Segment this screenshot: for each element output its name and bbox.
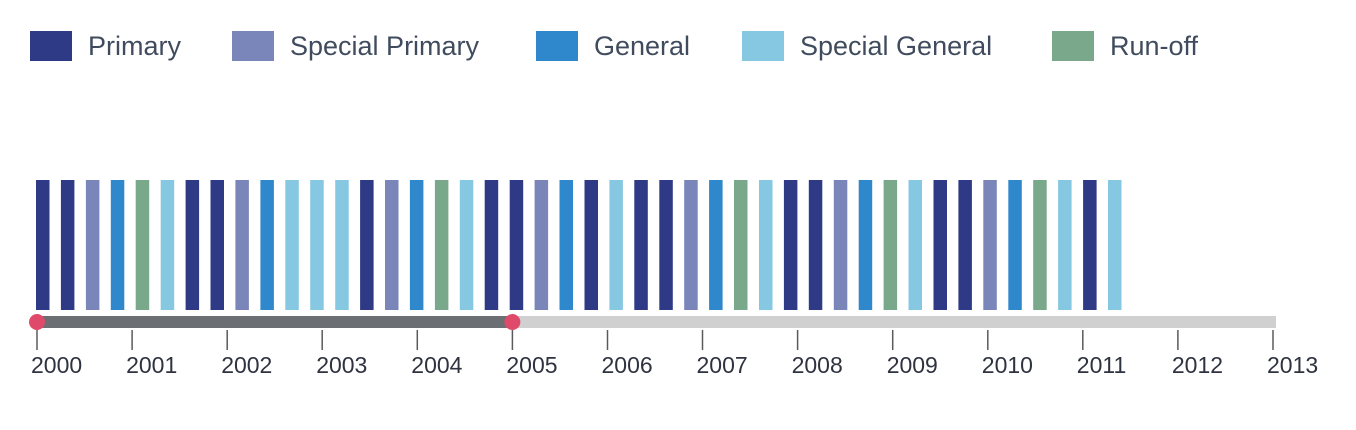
election-bar-special-primary[interactable] [534,180,549,310]
election-bar-primary[interactable] [36,180,50,310]
election-bar-special-primary[interactable] [684,180,698,310]
election-bar-general[interactable] [110,180,125,310]
year-label[interactable]: 2010 [982,352,1033,378]
range-start-handle[interactable] [29,314,45,330]
election-bar-special-general[interactable] [310,180,324,310]
year-label[interactable]: 2009 [887,352,938,378]
legend-item-special-general[interactable]: Special General [742,30,992,62]
election-bar-special-general[interactable] [609,180,623,310]
election-bar-primary[interactable] [185,180,200,310]
legend-swatch-special-primary [232,31,274,61]
election-bar-special-primary[interactable] [385,180,399,310]
election-bar-primary[interactable] [509,180,524,310]
election-bar-runoff[interactable] [1033,180,1047,310]
legend-label-special-general: Special General [800,30,993,61]
election-bar-general[interactable] [858,180,873,310]
election-bar-runoff[interactable] [883,180,898,310]
election-bar-primary[interactable] [634,180,648,310]
legend-item-primary[interactable]: Primary [30,30,181,62]
election-bar-primary[interactable] [360,180,374,310]
election-bar-primary[interactable] [584,180,599,310]
election-bar-special-general[interactable] [908,180,923,310]
election-bar-special-general[interactable] [1108,180,1122,310]
year-label[interactable]: 2013 [1267,352,1318,378]
range-end-handle[interactable] [504,314,521,330]
year-ticks [36,330,1274,350]
election-bar-primary[interactable] [933,180,948,310]
election-bar-special-primary[interactable] [235,180,249,310]
legend-item-special-primary[interactable]: Special Primary [232,30,479,62]
election-bar-special-general[interactable] [459,180,474,310]
election-bar-primary[interactable] [1083,180,1097,310]
year-label[interactable]: 2011 [1077,352,1126,378]
election-bar-special-general[interactable] [1058,180,1072,310]
year-label[interactable]: 2012 [1172,352,1223,378]
year-label[interactable]: 2005 [506,352,557,378]
legend-swatch-general [536,31,578,61]
election-bar-special-primary[interactable] [833,180,848,310]
election-bar-primary[interactable] [210,180,225,310]
year-label[interactable]: 2002 [221,352,272,378]
legend-label-special-primary: Special Primary [290,30,480,61]
election-bar-runoff[interactable] [734,180,748,310]
election-bar-general[interactable] [1008,180,1022,310]
election-bar-special-general[interactable] [285,180,299,310]
legend-swatch-runoff [1052,31,1094,61]
year-label[interactable]: 2006 [602,352,653,378]
year-label[interactable]: 2007 [697,352,748,378]
election-bar-special-primary[interactable] [85,180,100,310]
election-bar-special-general[interactable] [335,180,349,310]
timeline-track[interactable] [36,316,1276,328]
legend-swatch-primary [30,31,72,61]
year-label[interactable]: 2003 [316,352,367,378]
election-bar-general[interactable] [559,180,574,310]
election-bars [36,180,1122,310]
legend-item-general[interactable]: General [536,30,690,62]
year-labels: 2000 2001 2002 2003 2004 2005 2006 2007 2008 2009… [31,352,1318,378]
legend-label-general: General [594,30,691,61]
legend-swatch-special-general [742,31,784,61]
legend-label-primary: Primary [88,30,181,61]
election-bar-primary[interactable] [958,180,972,310]
election-bar-special-general[interactable] [160,180,175,310]
election-bar-primary[interactable] [808,180,823,310]
election-bar-special-primary[interactable] [983,180,997,310]
election-bar-special-general[interactable] [759,180,773,310]
year-label[interactable]: 2000 [31,352,82,378]
legend-label-runoff: Run-off [1110,30,1199,61]
election-bar-general[interactable] [409,180,424,310]
year-label[interactable]: 2004 [411,352,462,378]
legend: Primary Special Primary General Special … [0,0,1356,90]
election-bar-primary[interactable] [659,180,673,310]
legend-item-runoff[interactable]: Run-off [1052,30,1198,62]
election-bar-runoff[interactable] [434,180,449,310]
election-bar-runoff[interactable] [135,180,150,310]
year-label[interactable]: 2008 [792,352,843,378]
election-bar-primary[interactable] [484,180,499,310]
election-bar-primary[interactable] [60,180,75,310]
election-bar-general[interactable] [709,180,723,310]
election-bar-primary[interactable] [783,180,798,310]
election-bar-general[interactable] [260,180,274,310]
year-label[interactable]: 2001 [126,352,177,378]
